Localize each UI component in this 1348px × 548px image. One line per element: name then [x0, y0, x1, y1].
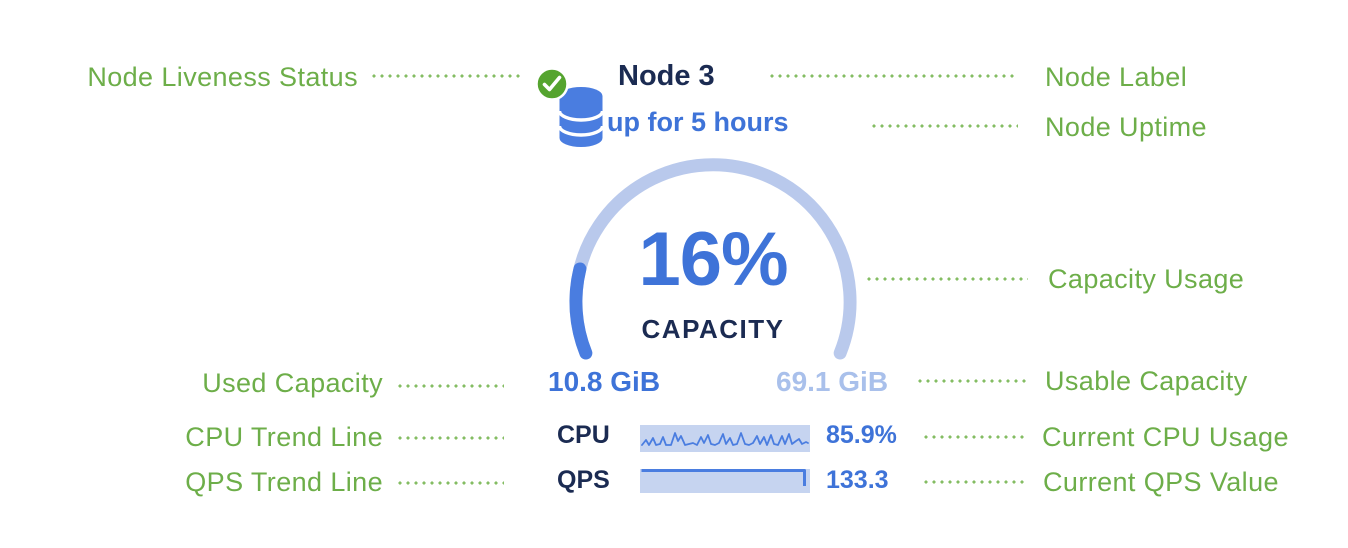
cpu-label: CPU	[557, 421, 610, 449]
node-title: Node 3	[618, 60, 715, 92]
annotation-qps-trend-line: QPS Trend Line	[185, 467, 383, 497]
annotation-used-capacity: Used Capacity	[202, 368, 383, 398]
dotted-connector	[918, 379, 1028, 383]
dotted-connector	[872, 124, 1018, 128]
annotation-node-uptime: Node Uptime	[1045, 112, 1207, 142]
annotation-capacity-usage: Capacity Usage	[1048, 264, 1245, 294]
usable-capacity-value: 69.1 GiB	[776, 366, 889, 397]
database-icon	[558, 87, 604, 147]
used-capacity-value: 10.8 GiB	[548, 366, 661, 397]
cpu-sparkline	[640, 425, 810, 452]
capacity-gauge	[569, 158, 857, 360]
annotation-current-qps-value: Current QPS Value	[1043, 467, 1279, 497]
annotation-usable-capacity: Usable Capacity	[1045, 366, 1248, 396]
annotation-node-label: Node Label	[1045, 62, 1188, 92]
cpu-current-value: 85.9%	[826, 421, 897, 449]
dotted-connector	[867, 277, 1028, 281]
gauge-fill-arc	[569, 158, 857, 360]
dotted-connector	[398, 436, 504, 440]
annotation-cpu-trend-line: CPU Trend Line	[185, 422, 383, 452]
dotted-connector	[924, 435, 1024, 439]
capacity-percent: 16%	[638, 217, 788, 302]
dotted-connector	[372, 74, 524, 78]
capacity-caption: CAPACITY	[641, 314, 785, 344]
annotation-current-cpu-usage: Current CPU Usage	[1042, 422, 1289, 452]
dotted-connector	[924, 480, 1024, 484]
dotted-connector	[770, 74, 1018, 78]
annotation-node-liveness-status: Node Liveness Status	[87, 62, 358, 92]
liveness-check-icon	[535, 67, 569, 101]
node-uptime-text: up for 5 hours	[607, 107, 789, 137]
qps-label: QPS	[557, 466, 610, 494]
dotted-connector	[398, 481, 504, 485]
dotted-connector	[398, 384, 504, 388]
qps-trend-bar	[640, 469, 810, 493]
qps-current-value: 133.3	[826, 466, 889, 494]
